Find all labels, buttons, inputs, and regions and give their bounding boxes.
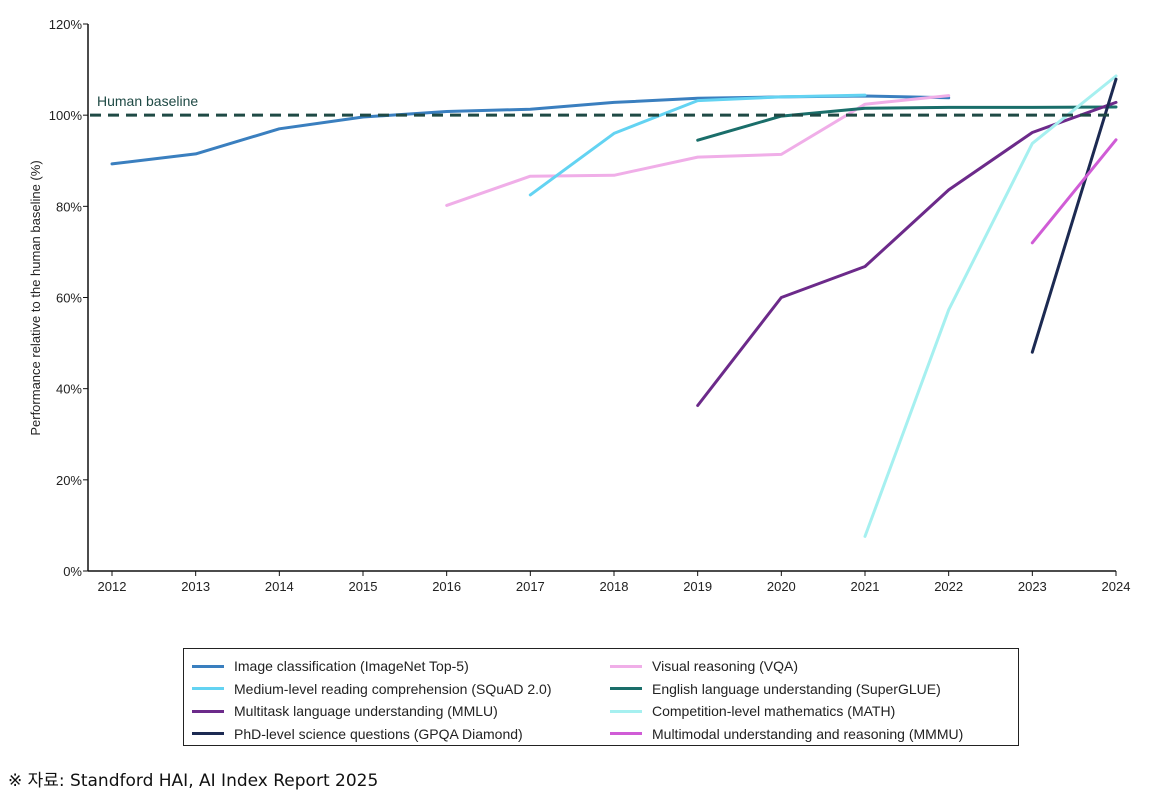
legend-swatch xyxy=(192,687,224,691)
legend-item: Multimodal understanding and reasoning (… xyxy=(610,723,1010,746)
y-tick-label: 120% xyxy=(49,17,83,32)
legend-item: Multitask language understanding (MMLU) xyxy=(192,700,610,723)
x-tick-label: 2015 xyxy=(349,579,378,594)
x-tick-label: 2018 xyxy=(600,579,629,594)
x-tick-label: 2014 xyxy=(265,579,294,594)
y-tick-label: 40% xyxy=(56,382,82,397)
legend-swatch xyxy=(610,709,642,713)
source-note: ※ 자료: Standford HAI, AI Index Report 202… xyxy=(8,771,379,791)
series-line xyxy=(696,105,1118,142)
x-tick-label: 2017 xyxy=(516,579,545,594)
y-tick-label: 100% xyxy=(49,108,83,123)
baseline-layer: Human baseline xyxy=(90,93,1116,117)
y-tick-label: 80% xyxy=(56,199,82,214)
x-tick-label: 2012 xyxy=(98,579,127,594)
ticks-layer: 0% 20% 40% 60% 80% 100% 120% 2012 2013 2014 2015 20… xyxy=(49,17,1131,594)
legend-swatch xyxy=(610,732,642,736)
legend-label: Image classification (ImageNet Top-5) xyxy=(234,658,469,675)
legend-swatch xyxy=(610,664,642,668)
legend-swatch xyxy=(192,709,224,713)
legend-label: Medium-level reading comprehension (SQuA… xyxy=(234,680,552,697)
y-axis-label: Performance relative to the human baseli… xyxy=(28,160,43,435)
series-line xyxy=(528,93,867,197)
legend-label: Visual reasoning (VQA) xyxy=(652,658,799,675)
legend-label: Multimodal understanding and reasoning (… xyxy=(652,725,964,742)
legend-item: English language understanding (SuperGLU… xyxy=(610,678,1010,701)
y-tick-label: 0% xyxy=(63,564,82,579)
legend-item: Image classification (ImageNet Top-5) xyxy=(192,655,610,678)
legend-label: English language understanding (SuperGLU… xyxy=(652,680,941,697)
x-tick-label: 2020 xyxy=(767,579,796,594)
legend-item: Visual reasoning (VQA) xyxy=(610,655,1010,678)
series-line xyxy=(1030,77,1118,354)
legend-swatch xyxy=(192,732,224,736)
legend-swatch xyxy=(610,687,642,691)
legend-item: Competition-level mathematics (MATH) xyxy=(610,700,1010,723)
y-tick-label: 20% xyxy=(56,473,82,488)
legend-item: Medium-level reading comprehension (SQuA… xyxy=(192,678,610,701)
y-tick-label: 60% xyxy=(56,291,82,306)
x-tick-label: 2016 xyxy=(432,579,461,594)
x-tick-label: 2019 xyxy=(683,579,712,594)
x-tick-label: 2024 xyxy=(1102,579,1131,594)
x-tick-label: 2013 xyxy=(181,579,210,594)
legend-item: PhD-level science questions (GPQA Diamon… xyxy=(192,723,610,746)
series-layer xyxy=(110,74,1118,538)
chart-legend: Image classification (ImageNet Top-5) Vis… xyxy=(183,648,1019,746)
series-line xyxy=(696,100,1118,407)
series-line xyxy=(1030,138,1118,245)
legend-label: PhD-level science questions (GPQA Diamon… xyxy=(234,725,523,742)
line-chart: Human baseline 0% 20% 40% 60% 80% 100% 120% 201… xyxy=(28,17,1131,594)
legend-label: Competition-level mathematics (MATH) xyxy=(652,703,896,720)
human-baseline-label: Human baseline xyxy=(97,93,198,109)
series-line xyxy=(445,94,951,207)
legend-swatch xyxy=(192,664,224,668)
x-tick-label: 2022 xyxy=(934,579,963,594)
legend-label: Multitask language understanding (MMLU) xyxy=(234,703,498,720)
x-tick-label: 2021 xyxy=(851,579,880,594)
series-line xyxy=(863,74,1118,538)
x-tick-label: 2023 xyxy=(1018,579,1047,594)
